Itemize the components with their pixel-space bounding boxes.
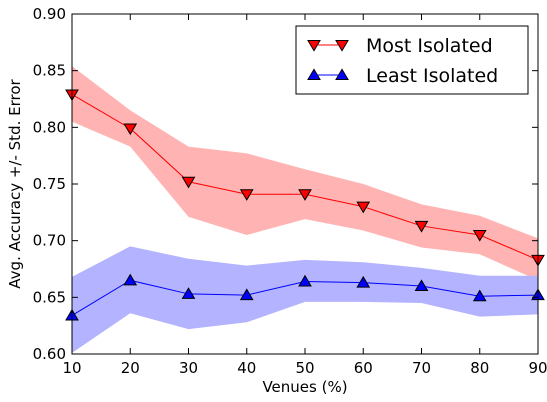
legend: Most Isolated Least Isolated xyxy=(295,25,529,95)
least-isolated-legend-marker xyxy=(335,68,349,80)
least-isolated-point xyxy=(181,287,196,299)
y-tick-label: 0.80 xyxy=(33,118,66,136)
most-isolated-legend-marker xyxy=(307,40,321,52)
y-tick-label: 0.90 xyxy=(33,5,66,23)
x-axis-ticks: 10 20 30 40 50 60 70 80 90 xyxy=(62,14,547,377)
x-tick-label: 60 xyxy=(354,359,373,377)
most-isolated-error-band xyxy=(72,66,538,281)
y-tick-label: 0.85 xyxy=(33,62,66,80)
y-tick-label: 0.75 xyxy=(33,175,66,193)
x-tick-label: 90 xyxy=(528,359,547,377)
least-isolated-point xyxy=(123,273,138,286)
least-isolated-point xyxy=(414,279,429,291)
y-axis-label: Avg. Accuracy +/- Std. Error xyxy=(6,78,24,288)
series-markers xyxy=(65,89,545,321)
most-isolated-legend-label: Most Isolated xyxy=(366,35,493,57)
legend-box xyxy=(295,25,529,95)
least-isolated-legend-label: Least Isolated xyxy=(366,65,498,87)
most-isolated-legend-marker xyxy=(335,40,349,52)
x-tick-label: 40 xyxy=(237,359,256,377)
least-isolated-point xyxy=(472,289,487,302)
y-tick-label: 0.65 xyxy=(33,288,66,306)
least-isolated-legend-marker xyxy=(307,68,321,80)
y-axis-ticks: 0.60 0.65 0.70 0.75 0.80 0.85 0.90 xyxy=(33,5,538,363)
most-isolated-point xyxy=(239,189,254,201)
error-bands xyxy=(72,66,538,353)
y-tick-label: 0.60 xyxy=(33,345,66,363)
most-isolated-point xyxy=(298,189,312,201)
x-axis-label: Venues (%) xyxy=(262,378,347,396)
least-isolated-point xyxy=(239,288,254,301)
x-tick-label: 10 xyxy=(62,359,81,377)
least-isolated-point xyxy=(356,275,371,288)
most-isolated-point xyxy=(472,230,487,242)
x-tick-label: 80 xyxy=(470,359,489,377)
y-tick-label: 0.70 xyxy=(33,232,66,250)
most-isolated-point xyxy=(181,176,196,189)
least-isolated-point xyxy=(298,274,312,287)
x-tick-label: 30 xyxy=(179,359,198,377)
x-tick-label: 50 xyxy=(295,359,314,377)
x-tick-label: 70 xyxy=(412,359,431,377)
most-isolated-point xyxy=(414,220,429,233)
most-isolated-point xyxy=(123,123,138,136)
least-isolated-error-band xyxy=(72,246,538,353)
most-isolated-point xyxy=(356,201,371,214)
x-tick-label: 20 xyxy=(121,359,140,377)
